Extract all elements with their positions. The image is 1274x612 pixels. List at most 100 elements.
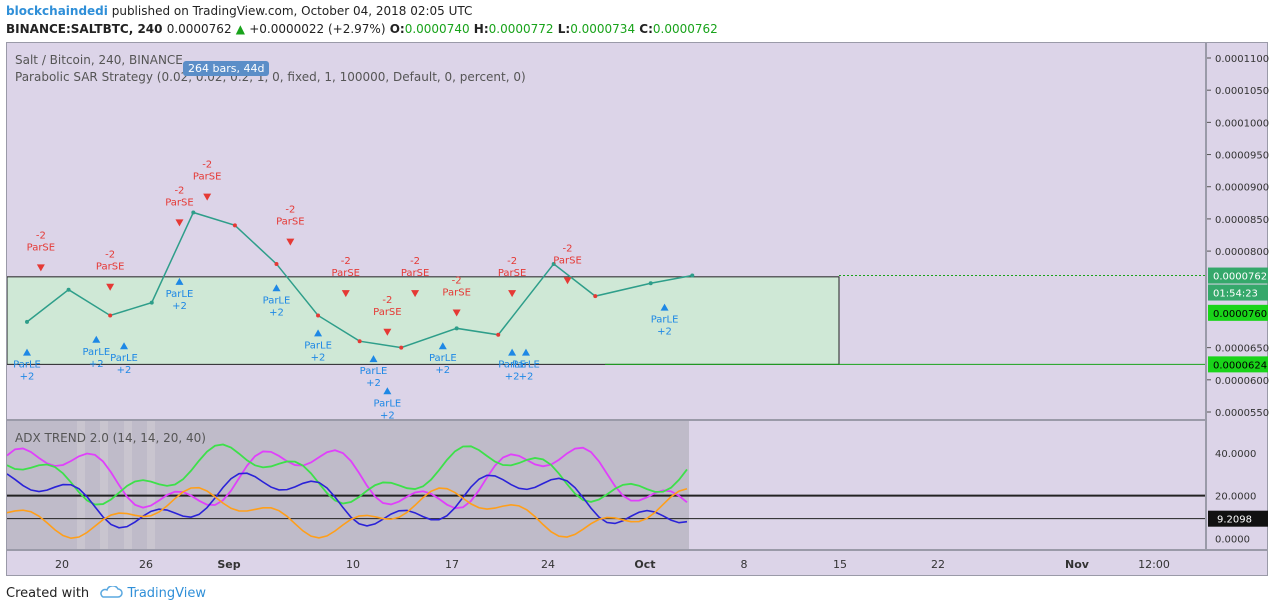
time-axis[interactable]: 20 26 Sep 10 17 24 Oct 8 15 22 Nov 12:00	[6, 550, 1268, 576]
time-tick-label: Nov	[1065, 558, 1090, 571]
price-pane[interactable]: ParSE -2 ParLE +2 ParSE -2 ParLE +2 ParLE +2 ParSE…	[6, 42, 1206, 420]
parse-label: ParSE	[401, 268, 430, 279]
parle-label: ParLE	[498, 360, 526, 371]
publish-line: blockchaindedi published on TradingView.…	[6, 4, 472, 18]
timer-badge: 01:54:23	[1213, 289, 1258, 300]
price-point	[357, 339, 362, 344]
parle-qty: +2	[172, 301, 187, 312]
price-tick-label: 0.0000800	[1215, 247, 1269, 258]
price-line	[26, 211, 693, 349]
parse-qty: -2	[563, 243, 573, 254]
last-price-badge: 0.0000762	[1213, 272, 1267, 283]
parle-qty: +2	[380, 410, 395, 419]
price-tick-label: 0.0001050	[1215, 86, 1269, 97]
time-tick-label: 24	[541, 558, 555, 571]
adx-legend[interactable]: ADX TREND 2.0 (14, 14, 20, 40)	[15, 431, 206, 445]
created-with: Created with	[6, 586, 90, 601]
price-point	[496, 332, 501, 337]
parse-qty: -2	[341, 256, 351, 267]
author-link[interactable]: blockchaindedi	[6, 4, 108, 18]
parle-qty: +2	[117, 365, 132, 376]
parle-qty: +2	[435, 365, 450, 376]
parse-label: ParSE	[332, 268, 361, 279]
range-low-badge-bg	[1208, 356, 1268, 373]
ohlc-line: BINANCE:SALTBTC, 240 0.0000762 ▲ +0.0000…	[6, 22, 718, 36]
price-point	[593, 294, 598, 299]
time-axis-scale: 20 26 Sep 10 17 24 Oct 8 15 22 Nov 12:00	[55, 558, 1170, 571]
price-tick-label: 0.0000650	[1215, 344, 1269, 355]
parse-label: ParSE	[373, 307, 402, 318]
price-tick-label: 0.0000950	[1215, 151, 1269, 162]
low-label: L:	[557, 22, 571, 36]
parle-qty: +2	[269, 307, 284, 318]
sell-arrow-icon	[36, 264, 45, 272]
parle-qty: +2	[366, 378, 381, 389]
strategy-legend[interactable]: Parabolic SAR Strategy (0.02, 0.02, 0.2,…	[15, 70, 526, 84]
buy-arrow-icon	[175, 277, 184, 285]
buy-arrow-icon	[92, 335, 101, 343]
parse-label: ParSE	[553, 255, 582, 266]
buy-arrow-icon	[369, 355, 378, 363]
adx-tick-label: 0.0000	[1215, 534, 1250, 545]
adx-pane[interactable]: ADX TREND 2.0 (14, 14, 20, 40)	[6, 420, 1206, 550]
price-tick-label: 0.0001100	[1215, 54, 1269, 65]
time-tick-label: Oct	[634, 558, 655, 571]
change-value: +0.0000022 (+2.97%)	[249, 22, 386, 36]
time-tick-label: 20	[55, 558, 69, 571]
sell-arrow-icon	[563, 277, 572, 285]
adx-value-badge: 9.2098	[1217, 515, 1252, 526]
price-axis[interactable]: 0.0001100 0.0001050 0.0001000 0.0000950 0.00…	[1206, 42, 1269, 550]
parse-qty: -2	[410, 256, 420, 267]
parle-qty: +2	[20, 372, 35, 383]
adx-line	[7, 472, 688, 529]
timer-badge-bg	[1208, 284, 1268, 301]
parse-label: ParSE	[165, 197, 194, 208]
parse-qty: -2	[285, 205, 295, 216]
sell-arrow-icon	[508, 290, 517, 298]
tradingview-logo-text[interactable]: TradingView	[127, 586, 206, 601]
low-value: 0.0000734	[570, 22, 636, 36]
price-tick-label: 0.0000850	[1215, 215, 1269, 226]
up-triangle-icon: ▲	[235, 22, 246, 36]
adx-light-band	[147, 421, 155, 549]
time-tick-label: Sep	[217, 558, 240, 571]
price-point	[191, 210, 196, 215]
parle-label: ParLE	[512, 360, 540, 371]
price-point	[232, 223, 237, 228]
adx-signal-line	[7, 486, 688, 540]
buy-arrow-icon	[314, 329, 323, 337]
close-label: C:	[639, 22, 653, 36]
range-high-badge: 0.0000760	[1213, 309, 1267, 320]
price-point	[149, 300, 154, 305]
close-value: 0.0000762	[652, 22, 718, 36]
cloud-icon	[100, 585, 124, 598]
parle-label: ParLE	[429, 353, 457, 364]
price-chart[interactable]: ParSE-2ParLE+2ParSE-2ParLE+2ParLE+2ParSE…	[7, 43, 1205, 419]
parle-label: ParLE	[374, 398, 402, 409]
adx-light-band	[100, 421, 108, 549]
adx-tick-label: 40.0000	[1215, 449, 1256, 460]
high-value: 0.0000772	[488, 22, 554, 36]
time-tick-label: 22	[931, 558, 945, 571]
price-point	[454, 326, 459, 331]
time-tick-label: 15	[833, 558, 847, 571]
buy-arrow-icon	[660, 303, 669, 311]
parle-qty: +2	[657, 327, 672, 338]
price-point	[399, 345, 404, 350]
adx-chart[interactable]	[7, 421, 1205, 549]
parse-label: ParSE	[27, 242, 56, 253]
parse-label: ParSE	[498, 268, 527, 279]
parle-label: ParLE	[13, 360, 41, 371]
parse-qty: -2	[507, 256, 517, 267]
parse-label: ParSE	[442, 287, 471, 298]
price-point	[25, 319, 29, 324]
last-price: 0.0000762	[166, 22, 232, 36]
adx-light-band	[77, 421, 85, 549]
parle-label: ParLE	[651, 315, 679, 326]
range-high-badge-bg	[1208, 304, 1268, 321]
symbol-label[interactable]: BINANCE:SALTBTC, 240	[6, 22, 163, 36]
sell-arrow-icon	[452, 309, 461, 317]
parle-qty: +2	[519, 372, 534, 383]
price-point	[551, 261, 556, 266]
sell-arrow-icon	[175, 219, 184, 227]
